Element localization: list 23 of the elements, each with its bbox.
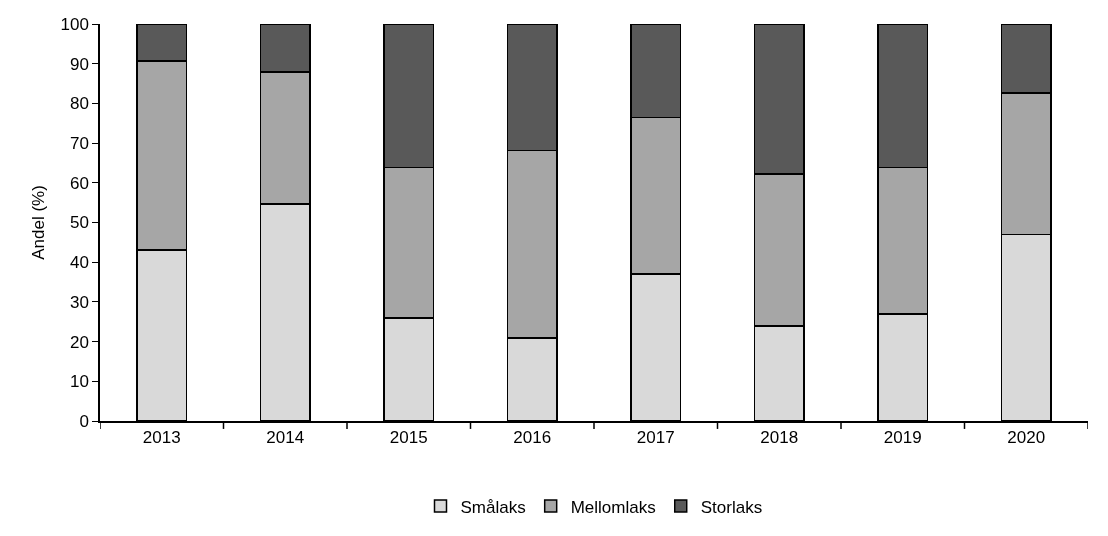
x-tick-label: 2016 <box>513 428 552 448</box>
y-tick-label: 10 <box>69 372 89 392</box>
y-tick-label: 70 <box>69 134 89 154</box>
x-tick-label: 2013 <box>142 428 181 448</box>
y-tick-label: 0 <box>79 411 89 431</box>
legend-label: Mellomlaks <box>570 497 656 517</box>
x-tick-label: 2015 <box>389 428 428 448</box>
y-axis-title: Andel (%) <box>28 185 48 260</box>
x-tick-label: 2017 <box>636 428 675 448</box>
y-tick-label: 80 <box>69 94 89 114</box>
y-tick-label: 30 <box>69 292 89 312</box>
legend-label: Storlaks <box>700 497 763 517</box>
x-tick-label: 2018 <box>760 428 799 448</box>
y-tick-label: 20 <box>69 332 89 352</box>
y-tick-label: 100 <box>60 14 89 34</box>
y-tick-label: 90 <box>69 54 89 74</box>
x-tick-label: 2019 <box>883 428 922 448</box>
x-tick-label: 2014 <box>266 428 305 448</box>
y-tick-label: 60 <box>69 173 89 193</box>
x-tick-label: 2020 <box>1007 428 1046 448</box>
legend-label: Smålaks <box>460 497 526 517</box>
y-tick-label: 40 <box>69 253 89 273</box>
y-tick-label: 50 <box>69 213 89 233</box>
